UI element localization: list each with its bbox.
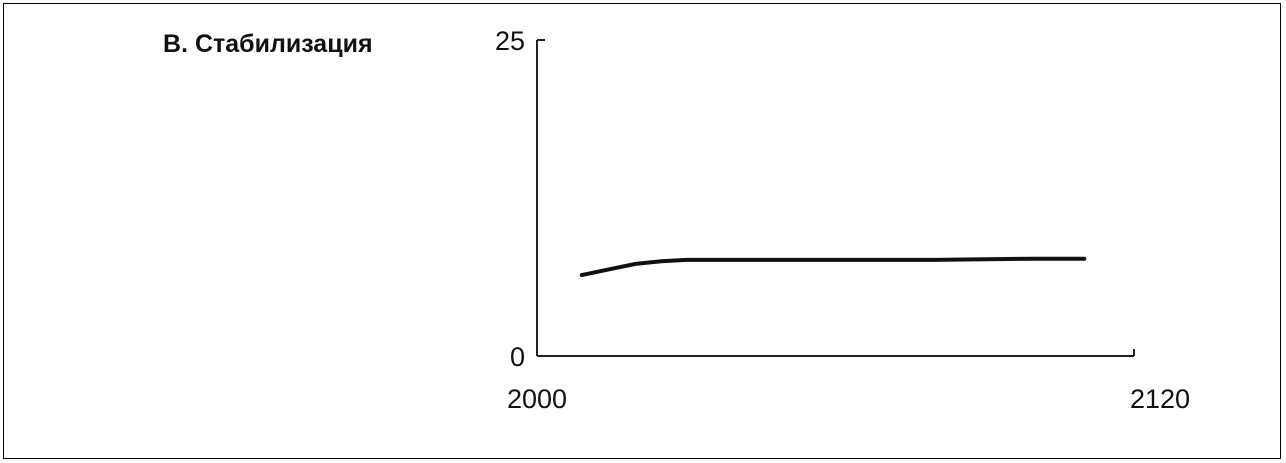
chart-axes	[536, 39, 1135, 357]
chart-ticks: 25 0 2000 2120	[495, 26, 1190, 414]
figure-frame	[3, 3, 1281, 459]
x-tick-label-end: 2120	[1130, 384, 1190, 414]
chart-series	[579, 256, 1087, 278]
series-line-1	[579, 256, 1087, 278]
y-tick-label-top: 25	[495, 26, 525, 56]
chart-title: В. Стабилизация	[163, 30, 373, 58]
y-tick-label-bottom: 0	[510, 342, 525, 372]
x-tick-label-start: 2000	[507, 384, 567, 414]
